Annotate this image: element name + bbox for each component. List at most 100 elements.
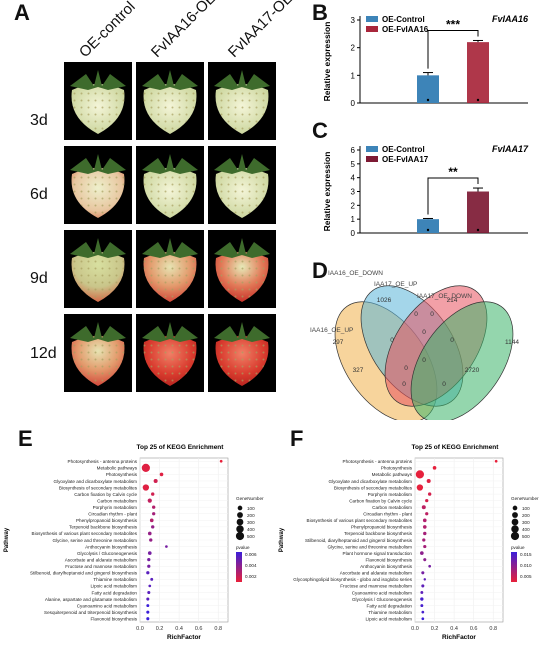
enrichment-point (141, 463, 150, 472)
y-tick-label: 2 (351, 201, 356, 210)
enrichment-point (147, 590, 151, 595)
pathway-label: Carbon fixation by Calvin cycle (349, 498, 412, 503)
size-legend-label: 100 (247, 506, 255, 511)
size-legend-label: 200 (247, 513, 255, 518)
y-tick-label: 3 (351, 188, 356, 197)
enrichment-point (420, 591, 424, 594)
pathway-label: Biosynthesis of secondary metabolites (59, 485, 138, 490)
pathway-label: Fatty acid degradation (92, 590, 138, 595)
pathway-label: Glycolysis / Gluconeogenesis (352, 597, 413, 602)
enrichment-point (423, 531, 427, 536)
panel-e-letter: E (18, 426, 33, 451)
enrichment-point (420, 604, 424, 608)
enrichment-point (219, 459, 223, 463)
enrichment-point (421, 617, 425, 621)
pathway-label: Phenylpropanoid biosynthesis (351, 525, 413, 530)
enrichment-point (494, 459, 498, 463)
column-header-fviaa16-oe: FvIAA16-OE (147, 0, 220, 62)
venn-region-count: 0 (450, 337, 454, 344)
color-legend-title: pvalue (236, 545, 250, 550)
size-legend-dot (512, 512, 518, 518)
pathway-label: Flavonoid biosynthesis (91, 617, 138, 622)
venn-region-count: 0 (430, 311, 434, 318)
x-tick-label: 0.2 (431, 626, 439, 632)
y-axis-label: Pathway (4, 527, 10, 552)
enrichment-point (421, 505, 426, 510)
panel-c-letter: C (312, 118, 328, 143)
pathway-label: Biosynthesis of secondary metabolites (334, 485, 413, 490)
enrichment-point (147, 498, 152, 503)
venn-region-count: 0 (414, 311, 418, 318)
pathway-label: Lipoic acid metabolism (91, 584, 138, 589)
legend-label: OE-FvIAA16 (382, 25, 429, 34)
enrichment-point (423, 544, 427, 549)
enrichment-point (159, 472, 164, 477)
size-legend-dot (512, 505, 518, 511)
enrichment-point (147, 531, 152, 536)
color-legend-bar (236, 552, 242, 582)
strawberry-sepals (70, 70, 126, 90)
color-legend-label: 0.010 (520, 563, 532, 568)
strawberry-sepals (214, 238, 270, 258)
enrichment-point (432, 466, 437, 470)
strawberry-seeds (143, 336, 197, 386)
pathway-label: Glyoxylate and dicarboxylate metabolism (54, 479, 138, 484)
venn-region-count: 0 (422, 329, 426, 336)
data-point (426, 98, 430, 102)
venn-set-label: IAA17_OE_UP (374, 281, 417, 288)
y-tick-label: 3 (351, 16, 356, 25)
enrichment-point (147, 564, 151, 568)
enrichment-point (422, 518, 427, 523)
pathway-label: Photosynthesis - antenna proteins (68, 459, 138, 464)
kegg-enrichment-chart-f: 0.0 0.2 0.4 0.6 0.8 Top 25 of KEGG Enrichment… (279, 444, 539, 641)
size-legend-dot (235, 531, 245, 541)
chart-title: FvIAA16 (492, 14, 529, 24)
legend-swatch (366, 16, 378, 22)
color-legend-label: 0.005 (520, 574, 532, 579)
enrichment-point (421, 584, 425, 588)
enrichment-point (415, 470, 424, 479)
chart-title: FvIAA17 (492, 144, 529, 154)
pathway-label: Fructose and mannose metabolism (65, 564, 137, 569)
venn-region-count: 297 (333, 339, 344, 346)
strawberry-seeds (71, 252, 125, 302)
x-tick-label: 0.4 (450, 626, 458, 632)
fviaa17-expression-chart: 0 1 2 3 4 5 6 Relative expression FvIAA17 OE-Cont… (322, 144, 529, 238)
pathway-label: Anthocyanin biosynthesis (85, 544, 138, 549)
enrichment-point (421, 571, 425, 575)
size-legend-title: GeneNumber (236, 496, 264, 501)
enrichment-point (148, 584, 152, 588)
size-legend-dot (510, 531, 520, 541)
pathway-label: Photosynthesis (106, 472, 138, 477)
size-legend-label: 500 (522, 534, 530, 539)
y-tick-label: 0 (351, 229, 356, 238)
y-tick-label: 1 (351, 215, 356, 224)
row-label-6d: 6d (30, 186, 48, 203)
color-legend-label: 0.006 (245, 552, 257, 557)
size-legend-dot (511, 518, 519, 526)
color-legend-label: 0.004 (245, 563, 257, 568)
size-legend-dot (237, 505, 243, 511)
legend-label: OE-Control (382, 145, 425, 154)
data-point (476, 228, 480, 232)
enrichment-point (420, 551, 424, 555)
pathway-label: Sesquiterpenoid and triterpenoid biosynt… (44, 610, 138, 615)
enrichment-point (153, 478, 158, 483)
color-legend-title: pvalue (511, 545, 525, 550)
x-axis-label: RichFactor (442, 634, 476, 641)
color-legend-label: 0.015 (520, 552, 532, 557)
enrichment-point (152, 512, 156, 516)
size-legend-label: 400 (522, 527, 530, 532)
enrichment-point (150, 577, 154, 581)
venn-region-count: 0 (422, 357, 426, 364)
venn-region-count: 0 (442, 381, 446, 388)
enrichment-point (427, 492, 432, 496)
pathway-label: Porphyrin metabolism (93, 505, 138, 510)
pathway-label: Biosynthesis of various plant secondary … (307, 518, 413, 523)
venn-diagram: IAA16_OE_UP IAA16_OE_DOWN IAA17_OE_UPIAA17… (310, 270, 519, 420)
size-legend-dot (236, 525, 244, 533)
legend-label: OE-Control (382, 15, 425, 24)
venn-region-count: 1144 (505, 339, 519, 346)
y-axis-label: Relative expression (322, 152, 332, 232)
pathway-label: Glycine, serine and threonine metabolism (52, 538, 137, 543)
